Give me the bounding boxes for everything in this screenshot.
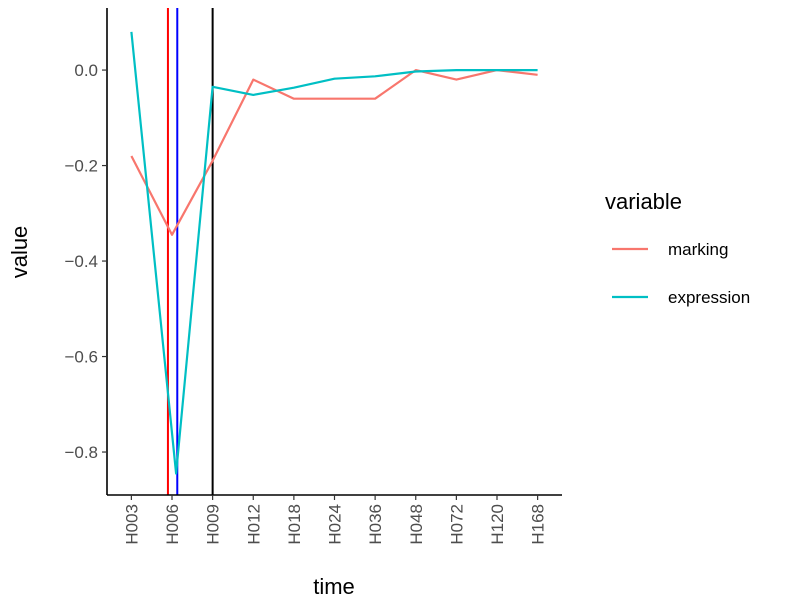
legend-label-expression: expression [668, 288, 750, 307]
x-tick-label: H018 [285, 504, 304, 545]
y-tick-label: −0.2 [64, 157, 98, 176]
x-tick-label: H024 [326, 504, 345, 545]
series-line-marking [130, 68, 538, 236]
x-tick-label: H048 [407, 504, 426, 545]
y-axis-title: value [7, 226, 32, 279]
x-tick-label: H120 [488, 504, 507, 545]
x-tick-label: H168 [529, 504, 548, 545]
y-tick-label: 0.0 [74, 61, 98, 80]
x-axis-title: time [313, 574, 355, 599]
x-tick-label: H036 [366, 504, 385, 545]
series-line-expression [130, 31, 538, 475]
series-lines [130, 31, 538, 475]
x-tick-label: H072 [447, 504, 466, 545]
y-axis-ticks: 0.0 −0.2 −0.4 −0.6 −0.8 [64, 61, 107, 462]
y-tick-label: −0.6 [64, 348, 98, 367]
legend-title: variable [605, 189, 682, 214]
legend-items: marking expression [612, 240, 750, 307]
x-tick-label: H003 [122, 504, 141, 545]
x-axis-ticks: H003 H006 H009 H012 H018 H024 H036 H048 H072 H120… [122, 495, 548, 545]
y-tick-label: −0.4 [64, 252, 98, 271]
legend-label-marking: marking [668, 240, 728, 259]
y-tick-label: −0.8 [64, 443, 98, 462]
x-tick-label: H009 [204, 504, 223, 545]
x-tick-label: H006 [163, 504, 182, 545]
x-tick-label: H012 [244, 504, 263, 545]
reference-lines [166, 8, 214, 495]
legend: variable marking expression [605, 189, 750, 307]
